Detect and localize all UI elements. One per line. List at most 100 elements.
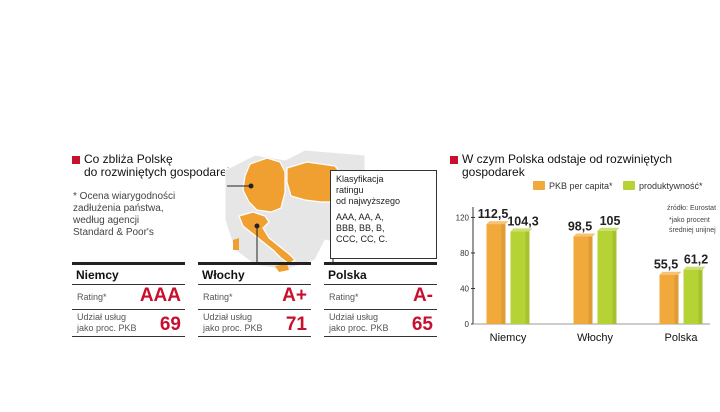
card-share-label-2: jako proc. PKB: [77, 323, 137, 333]
map-germany: [242, 157, 286, 213]
card-rating-value: AAA: [139, 285, 181, 306]
card-divider: [324, 309, 437, 310]
bar-shade: [612, 230, 617, 324]
card-divider: [198, 336, 311, 337]
card-topbar: [72, 262, 185, 265]
source-text: źródło: Eurostat: [667, 205, 716, 212]
card-share-label: Udział usług jako proc. PKB: [329, 312, 389, 334]
bar-value-label: 61,2: [684, 253, 708, 267]
title-marker: [72, 156, 80, 164]
bar: [486, 224, 506, 324]
x-category-label: Polska: [664, 332, 698, 344]
scale-title-line2: ratingu: [336, 185, 364, 195]
rating-scale-box: Klasyfikacja ratingu od najwyższego AAA,…: [330, 170, 437, 259]
legend-swatch: [623, 181, 635, 190]
scale-line2: BBB, BB, B,: [336, 223, 385, 233]
bar-chart: PKB per capita* produktywność* źródło: Eur…: [456, 181, 716, 344]
left-title: Co zbliża Polskę do rozwiniętych gospoda…: [84, 153, 233, 179]
scale-title: Klasyfikacja ratingu od najwyższego: [336, 174, 431, 207]
bar-top: [573, 233, 596, 237]
card-share-label-1: Udział usług: [203, 312, 253, 322]
y-tick-label: 120: [456, 213, 470, 222]
note-line1: * Ocena wiarygodności: [73, 191, 176, 202]
bar-top: [683, 266, 706, 270]
note-line2: zadłużenia państwa,: [73, 203, 164, 214]
card-share-label-2: jako proc. PKB: [329, 323, 389, 333]
bar-value-label: 105: [600, 214, 621, 228]
y-tick-label: 40: [460, 284, 469, 293]
card-share-label-1: Udział usług: [329, 312, 379, 322]
bar: [510, 231, 530, 324]
bar: [597, 230, 617, 324]
card-rating-label: Rating*: [77, 292, 107, 302]
italy-dot: [254, 223, 260, 229]
bar-shade: [588, 236, 593, 324]
card-share-value: 65: [411, 314, 433, 335]
card-divider: [72, 336, 185, 337]
bar-top: [510, 228, 533, 232]
card-rating-value: A-: [412, 285, 433, 306]
bar-top: [659, 271, 682, 275]
germany-dot: [248, 183, 254, 189]
card-divider: [198, 309, 311, 310]
card-share-value: 71: [285, 314, 307, 335]
card-divider: [324, 336, 437, 337]
bar-shade: [525, 231, 530, 324]
note-line3: według agencji: [73, 215, 140, 226]
country-card-italy: Włochy Rating* A+ Udział usług jako proc…: [198, 262, 311, 337]
map-sardinia: [233, 238, 239, 250]
card-share-value: 69: [159, 314, 181, 335]
bar: [659, 274, 679, 324]
bar: [573, 236, 593, 324]
card-country: Niemcy: [76, 268, 119, 282]
bar-value-label: 98,5: [568, 220, 592, 234]
chart-title-marker: [450, 156, 458, 164]
scale-line3: CCC, CC, C.: [336, 234, 388, 244]
legend-label: PKB per capita*: [549, 181, 613, 191]
bar-top: [486, 221, 509, 225]
card-divider: [324, 284, 437, 285]
card-share-label: Udział usług jako proc. PKB: [203, 312, 263, 334]
card-rating-value: A+: [282, 285, 307, 306]
footnote-line2: średniej unijnej: [669, 227, 716, 234]
card-share-label-2: jako proc. PKB: [203, 323, 263, 333]
card-share-label: Udział usług jako proc. PKB: [77, 312, 137, 334]
card-topbar: [198, 262, 311, 265]
bar: [683, 269, 703, 324]
bar-value-label: 104,3: [507, 214, 538, 228]
left-title-line2: do rozwiniętych gospodarek: [84, 165, 233, 179]
scale-title-line1: Klasyfikacja: [336, 174, 384, 184]
left-title-line1: Co zbliża Polskę: [84, 152, 173, 166]
footnote-line1: *jako procent: [669, 217, 710, 224]
bar-shade: [501, 224, 506, 324]
card-divider: [72, 284, 185, 285]
bar-top: [597, 227, 620, 231]
scale-line1: AAA, AA, A,: [336, 212, 384, 222]
bar-value-label: 112,5: [478, 207, 509, 221]
x-category-label: Niemcy: [490, 332, 527, 344]
y-tick-label: 0: [465, 320, 470, 329]
country-card-poland: Polska Rating* A- Udział usług jako proc…: [324, 262, 437, 337]
card-divider: [72, 309, 185, 310]
card-share-label-1: Udział usług: [77, 312, 127, 322]
chart-title: W czym Polska odstaje od rozwiniętych go…: [462, 152, 673, 179]
x-category-label: Włochy: [577, 332, 614, 344]
map-sicily: [275, 264, 289, 272]
note-line4: Standard & Poor's: [73, 227, 154, 238]
country-card-germany: Niemcy Rating* AAA Udział usług jako pro…: [72, 262, 185, 337]
bar-value-label: 55,5: [654, 258, 678, 272]
card-rating-label: Rating*: [203, 292, 233, 302]
y-tick-label: 80: [460, 249, 469, 258]
bar-shade: [698, 269, 703, 324]
card-rating-label: Rating*: [329, 292, 359, 302]
legend-swatch: [533, 181, 545, 190]
scale-title-line3: od najwyższego: [336, 196, 401, 206]
bar-shade: [674, 274, 679, 324]
card-country: Włochy: [202, 268, 245, 282]
legend-label: produktywność*: [639, 181, 703, 191]
card-divider: [198, 284, 311, 285]
map-italy: [238, 211, 296, 265]
rating-note: * Ocena wiarygodności zadłużenia państwa…: [73, 191, 175, 239]
card-country: Polska: [328, 268, 367, 282]
card-topbar: [324, 262, 437, 265]
